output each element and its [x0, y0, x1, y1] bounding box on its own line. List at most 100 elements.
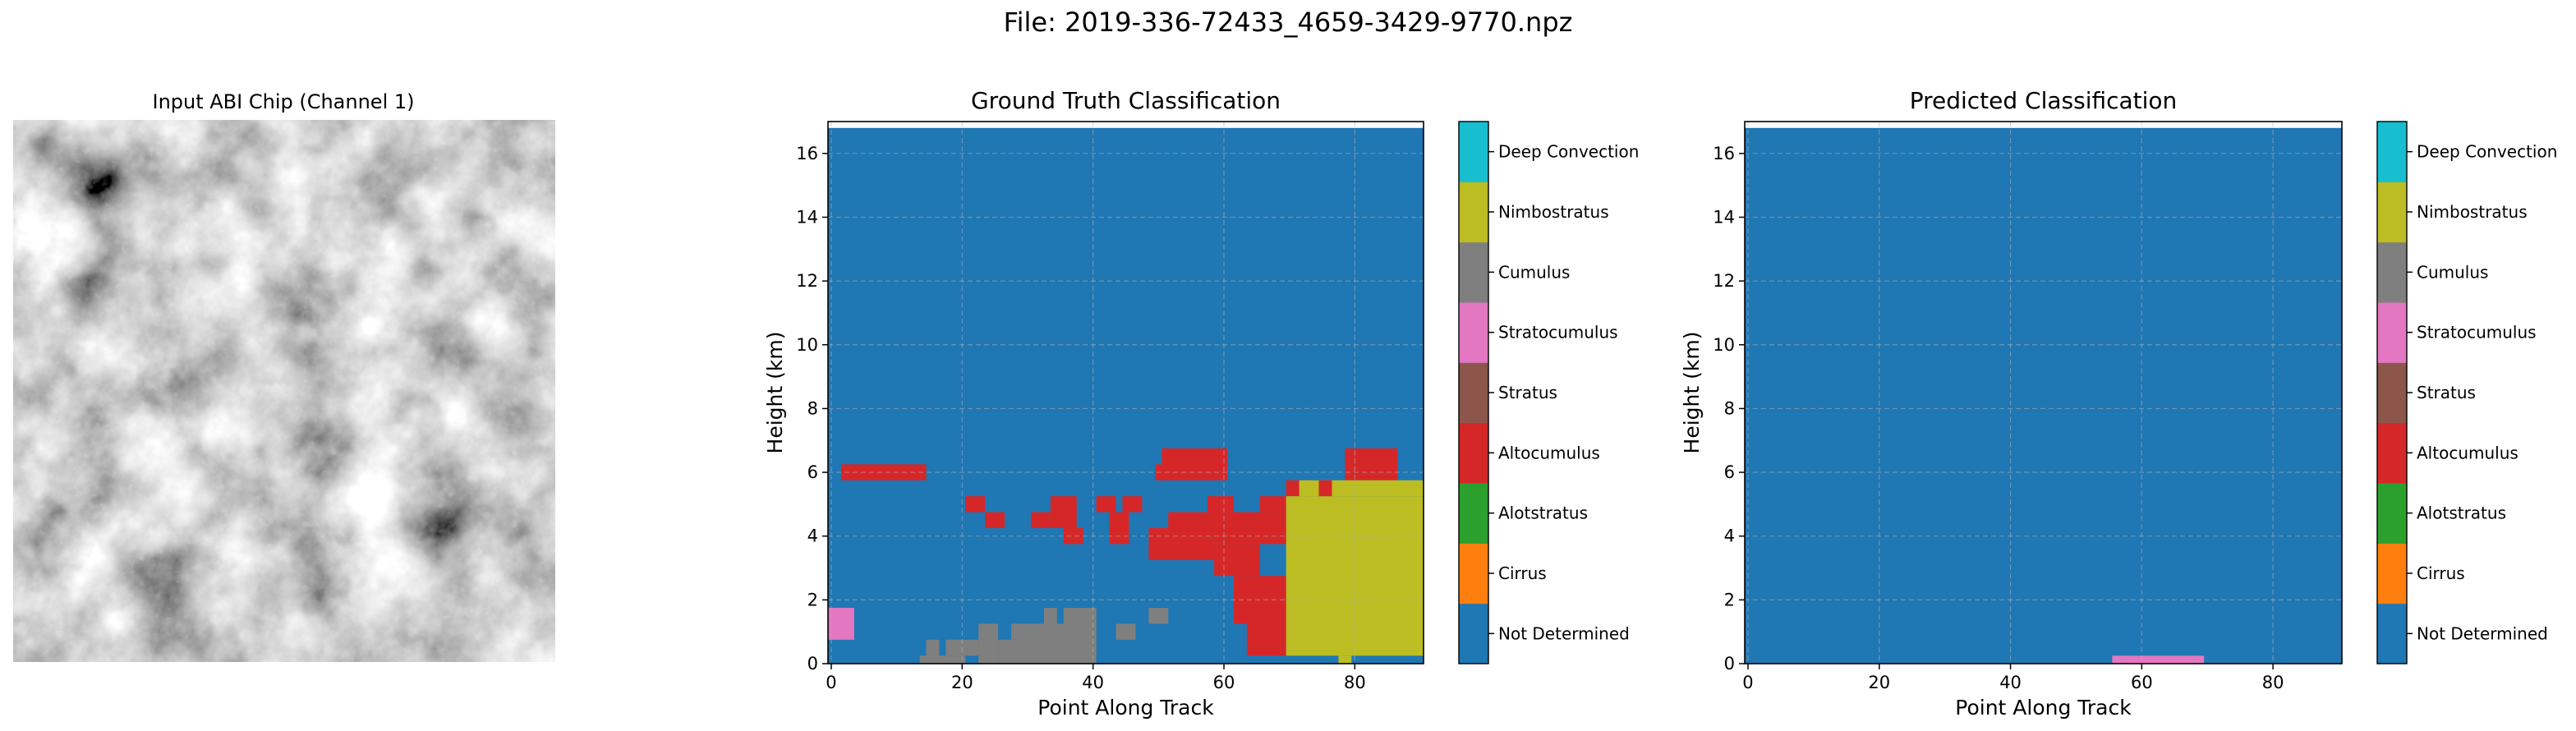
colorbar-label: Deep Convection	[1498, 142, 1639, 162]
input-image-panel: Input ABI Chip (Channel 1)	[13, 90, 555, 662]
class-region-cumulus	[978, 623, 999, 664]
class-region-cumulus	[1070, 608, 1097, 624]
y-tick-label: 0	[1724, 654, 1735, 674]
colorbar-label: Cumulus	[1498, 262, 1570, 282]
x-tick-label: 20	[951, 673, 973, 692]
y-tick-label: 10	[1713, 335, 1735, 355]
x-tick-label: 60	[2131, 673, 2153, 692]
colorbar-label: Nimbostratus	[2417, 202, 2528, 222]
class-region-stratocumulus	[828, 608, 854, 640]
class-region-altocumulus	[1214, 512, 1286, 545]
class-region-altocumulus	[1168, 512, 1221, 528]
colorbar-swatch-stratocumulus	[1459, 302, 1488, 363]
colorbar-swatch-deep-convection	[2377, 122, 2407, 182]
colorbar-swatch-not-determined	[2377, 603, 2407, 664]
colorbar-label: Alotstratus	[1498, 503, 1588, 523]
x-tick-label: 0	[826, 673, 836, 692]
predicted-chart: Predicted Classification 0 20 40 60 80 0 2 4 6 8 10…	[1680, 87, 2343, 720]
class-region-altocumulus	[1122, 496, 1143, 513]
class-region-altocumulus	[1096, 496, 1116, 513]
class-region-cumulus	[919, 655, 927, 664]
y-tick-label: 16	[796, 144, 818, 163]
colorbar-label: Cirrus	[2417, 563, 2465, 583]
colorbar-swatch-altocumulus	[1459, 422, 1488, 484]
colorbar-label: Altocumulus	[1498, 443, 1600, 462]
y-tick-label: 6	[807, 462, 818, 482]
colorbar-label: Not Determined	[1498, 623, 1630, 643]
colorbar-swatch-not-determined	[1459, 603, 1488, 664]
class-region-altocumulus	[985, 512, 1005, 528]
colorbar-swatch-alotstratus	[2377, 483, 2407, 544]
class-region-altocumulus	[1063, 528, 1083, 545]
class-region-altocumulus	[1208, 496, 1234, 513]
y-axis-label: Height (km)	[763, 332, 787, 454]
class-region-altocumulus	[1214, 544, 1260, 577]
input-image-title: Input ABI Chip (Channel 1)	[152, 90, 414, 113]
class-region-cumulus	[926, 639, 940, 664]
chart-title: Ground Truth Classification	[971, 87, 1281, 114]
colorbar-frame	[1458, 121, 1489, 664]
colorbar-label: Nimbostratus	[1498, 202, 1609, 222]
y-tick-label: 2	[1724, 590, 1735, 609]
colorbar-swatch-stratus	[2377, 362, 2407, 424]
class-region-cumulus	[939, 655, 966, 664]
x-tick-label: 0	[1742, 673, 1753, 692]
class-region-nimbostratus	[1299, 480, 1424, 497]
colorbar-label: Not Determined	[2417, 623, 2548, 643]
colorbar-swatch-cirrus	[1459, 543, 1488, 605]
class-region-altocumulus	[1345, 448, 1398, 480]
plot-frame	[1744, 121, 2343, 664]
x-tick-label: 20	[1868, 673, 1890, 692]
colorbar-swatch-nimbostratus	[1459, 182, 1488, 243]
y-tick-label: 8	[1724, 398, 1735, 418]
colorbar-swatch-cumulus	[1459, 241, 1488, 303]
y-tick-label: 4	[1724, 526, 1735, 546]
ground-truth-chart: Ground Truth Classification 0 20 40 60 80 0 2 4 6…	[763, 87, 1424, 720]
y-tick-label: 2	[807, 590, 818, 609]
colorbar-swatch-stratus	[1459, 362, 1488, 424]
chart-title: Predicted Classification	[1910, 87, 2178, 114]
class-region-altocumulus	[1162, 448, 1227, 480]
class-region-cumulus	[1148, 608, 1169, 624]
y-tick-label: 14	[796, 207, 818, 227]
class-region-cumulus	[1030, 623, 1097, 664]
colorbar-label: Stratus	[2417, 383, 2476, 402]
input-abi-chip-image	[13, 120, 555, 662]
class-region-cumulus	[1011, 623, 1031, 640]
background-class-fill	[1745, 127, 2342, 664]
colorbar-label: Stratocumulus	[2417, 323, 2537, 343]
class-region-altocumulus	[1318, 480, 1332, 497]
x-axis-label: Point Along Track	[1037, 696, 1214, 720]
colorbar-label: Alotstratus	[2417, 503, 2506, 523]
predicted-colorbar: Not Determined Cirrus Alotstratus Altocumul…	[2376, 121, 2557, 664]
x-tick-label: 40	[1082, 673, 1104, 692]
class-region-altocumulus	[1109, 512, 1129, 545]
y-tick-label: 8	[807, 398, 818, 418]
colorbar-label: Stratocumulus	[1498, 323, 1618, 343]
class-region-altocumulus	[1030, 512, 1051, 528]
colorbar-label: Altocumulus	[2417, 443, 2518, 462]
y-tick-label: 12	[1713, 271, 1735, 291]
class-region-cumulus	[1116, 623, 1136, 640]
y-tick-label: 6	[1724, 462, 1735, 482]
y-tick-label: 12	[796, 271, 818, 291]
class-region-altocumulus	[840, 464, 927, 480]
x-axis-label: Point Along Track	[1955, 696, 2132, 720]
y-tick-label: 4	[807, 526, 818, 546]
colorbar-swatch-nimbostratus	[2377, 182, 2407, 243]
x-tick-label: 60	[1213, 673, 1235, 692]
colorbar-swatch-alotstratus	[1459, 483, 1488, 544]
colorbar-label: Stratus	[1498, 383, 1557, 402]
class-region-nimbostratus	[1338, 655, 1352, 664]
class-region-stratocumulus	[2112, 655, 2205, 664]
x-tick-label: 80	[2262, 673, 2284, 692]
class-region-cumulus	[998, 639, 1031, 664]
colorbar-label: Cumulus	[2417, 262, 2488, 282]
x-tick-label: 40	[1999, 673, 2022, 692]
plot-frame	[827, 121, 1424, 664]
class-region-altocumulus	[965, 496, 986, 513]
colorbar-frame	[2376, 121, 2408, 664]
y-tick-label: 0	[807, 654, 818, 674]
class-region-cumulus	[1043, 608, 1057, 624]
y-tick-label: 14	[1713, 207, 1735, 227]
